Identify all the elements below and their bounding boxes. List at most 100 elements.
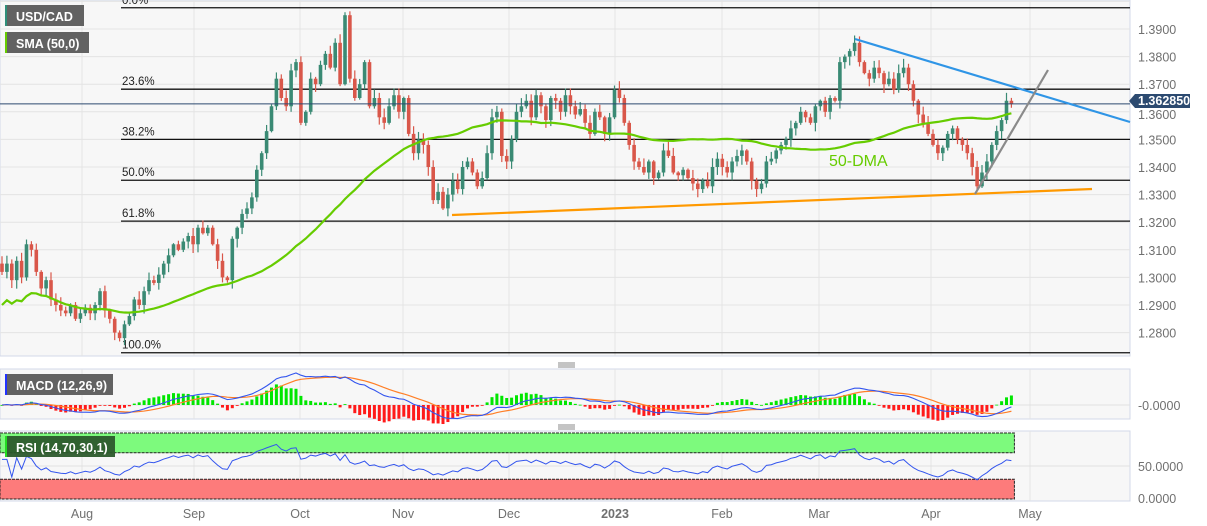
candle-body [117, 332, 122, 339]
candle [166, 248, 171, 273]
macd-histogram-bar [632, 405, 636, 413]
candle [612, 85, 617, 120]
candle-body [740, 150, 744, 156]
candle [245, 202, 249, 219]
macd-histogram-bar [902, 405, 906, 410]
candle [206, 225, 210, 236]
candle [161, 260, 166, 279]
candle-body [10, 263, 14, 281]
macd-histogram-bar [338, 405, 342, 408]
candle [54, 293, 58, 312]
macd-histogram-bar [368, 405, 371, 418]
candle-body [838, 62, 842, 101]
rsi-label[interactable]: RSI (14,70,30,1) [5, 436, 115, 457]
macd-histogram-bar [333, 403, 337, 405]
macd-histogram-bar [764, 403, 768, 405]
macd-histogram-bar [88, 405, 92, 410]
macd-histogram-bar [235, 405, 239, 406]
candle-body [549, 98, 553, 121]
candle [480, 171, 484, 189]
candle-body [392, 95, 396, 107]
candle [132, 296, 137, 321]
rsi-axis-label: 0.0000 [1138, 492, 1176, 506]
candle [436, 183, 440, 204]
sma-label[interactable]: SMA (50,0) [5, 32, 89, 53]
candle-body [1009, 100, 1014, 105]
candle-body [308, 78, 313, 112]
macd-histogram-bar [652, 405, 656, 416]
candle-body [490, 117, 494, 154]
macd-label[interactable]: MACD (12,26,9) [5, 374, 113, 395]
candle [19, 252, 24, 284]
candle [294, 58, 298, 78]
macd-histogram-bar [480, 405, 484, 406]
candle [264, 124, 269, 159]
x-tick-label: 2023 [601, 507, 629, 521]
macd-histogram-bar [358, 405, 362, 416]
candle-body [843, 56, 847, 63]
candle [39, 270, 43, 297]
candle [764, 155, 769, 188]
candle-body [83, 307, 88, 314]
candle-body [480, 178, 484, 187]
candle-body [661, 150, 666, 173]
candle-body [73, 305, 78, 319]
candle-body [426, 144, 431, 167]
rising-trendline [974, 69, 1049, 195]
candle [323, 50, 328, 70]
candle [867, 69, 872, 87]
candle [24, 239, 29, 281]
candle-body [78, 313, 83, 319]
candle [210, 225, 215, 246]
candle-body [122, 324, 127, 339]
candle-body [279, 78, 284, 98]
macd-histogram-bar [931, 405, 935, 420]
candle-body [593, 111, 597, 134]
candle-body [926, 122, 930, 134]
symbol-text: USD/CAD [16, 10, 73, 24]
candle [313, 76, 318, 92]
candle-body [764, 161, 769, 184]
candle-body [323, 53, 328, 65]
candle [568, 88, 573, 115]
macd-histogram-bar [211, 400, 215, 405]
macd-histogram-bar [221, 405, 224, 408]
macd-histogram-bar [882, 405, 886, 408]
macd-histogram-bar [397, 405, 401, 419]
macd-histogram-bar [294, 388, 298, 405]
sma-annotation: 50-DMA [829, 153, 888, 170]
candle-body [867, 73, 872, 79]
candle [475, 169, 480, 190]
candle-body [235, 227, 239, 239]
candle [1004, 92, 1009, 124]
candle [686, 168, 690, 180]
candle-body [789, 128, 793, 140]
candle-body [749, 161, 754, 181]
candle [931, 129, 935, 147]
candle [387, 98, 391, 125]
candle-body [416, 139, 421, 154]
macd-histogram-bar [387, 405, 391, 422]
candle-body [451, 180, 455, 195]
macd-histogram-bar [603, 405, 607, 410]
candle [157, 267, 161, 290]
candle-body [651, 161, 656, 179]
macd-histogram-bar [519, 393, 523, 405]
macd-histogram-bar [39, 405, 43, 406]
macd-histogram-bar [696, 405, 700, 409]
candle-body [617, 89, 622, 98]
macd-histogram-bar [701, 405, 705, 408]
candle [171, 243, 176, 258]
macd-histogram-bar [524, 392, 528, 405]
macd-histogram-bar [951, 405, 955, 415]
symbol-label[interactable]: USD/CAD [5, 5, 84, 26]
candle-body [294, 62, 298, 71]
macd-histogram-bar [706, 405, 710, 408]
macd-histogram-bar [167, 394, 171, 405]
candle [44, 276, 48, 297]
macd-histogram-bar [441, 405, 445, 425]
macd-histogram-bar [862, 399, 866, 405]
rsi-resize-handle[interactable] [558, 424, 575, 430]
macd-histogram-bar [78, 405, 82, 412]
macd-resize-handle[interactable] [558, 362, 575, 368]
